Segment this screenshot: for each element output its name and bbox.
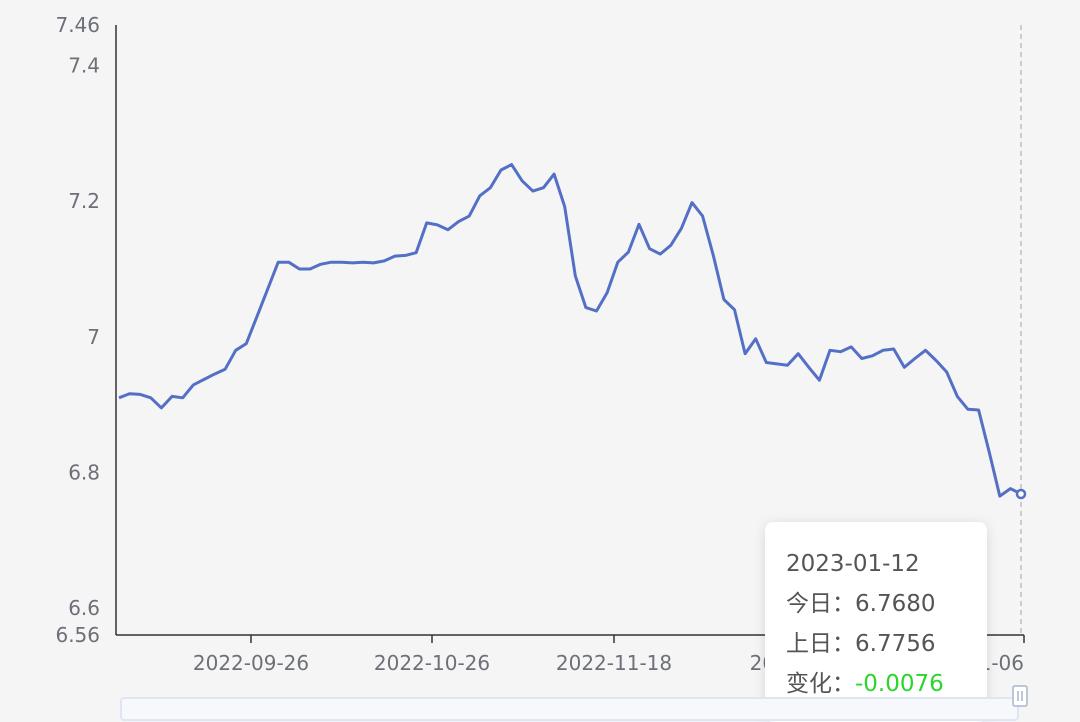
tooltip-change: 变化：-0.0076	[786, 668, 987, 708]
tooltip-change-value: -0.0076	[855, 671, 944, 697]
x-tick-label: 2022-11-18	[556, 651, 672, 675]
y-tick-label: 7.4	[68, 54, 100, 78]
y-tick-label: 6.56	[55, 623, 100, 647]
x-tick-label: 2022-09-26	[193, 651, 309, 675]
tooltip-date: 2023-01-12	[786, 551, 920, 577]
x-tick-label: 2022-10-26	[374, 651, 490, 675]
y-tick-label: 7.2	[68, 189, 100, 213]
tooltip: 2023-01-12 今日：6.7680 上日：6.7756 变化：-0.007…	[765, 522, 987, 722]
tooltip-change-label: 变化：	[786, 671, 855, 697]
hover-point[interactable]	[1015, 488, 1027, 500]
datazoom-handle-icon[interactable]	[1010, 684, 1030, 710]
tooltip-prev-value: 6.7756	[855, 631, 936, 657]
tooltip-prev-label: 上日：	[786, 631, 855, 657]
series-line	[118, 163, 1022, 498]
tooltip-prev: 上日：6.7756	[786, 628, 987, 668]
y-tick-label: 7.46	[55, 13, 100, 37]
y-tick-label: 6.6	[68, 596, 100, 620]
datazoom-slider[interactable]	[120, 697, 1019, 721]
y-tick-label: 7	[87, 325, 100, 349]
tooltip-today-label: 今日：	[786, 591, 855, 617]
tooltip-today: 今日：6.7680	[786, 588, 987, 628]
y-tick-label: 6.8	[68, 460, 100, 484]
tooltip-today-value: 6.7680	[855, 591, 936, 617]
